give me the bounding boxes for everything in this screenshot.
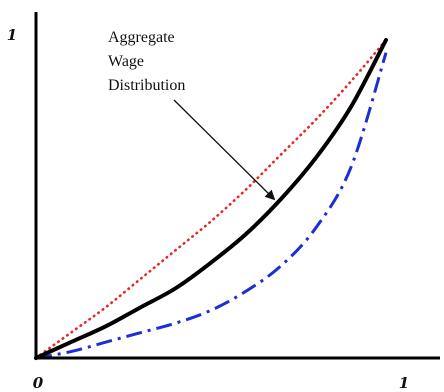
annotation-arrow bbox=[173, 99, 276, 201]
series-layer bbox=[34, 38, 388, 360]
x-tick-label-0: 0 bbox=[33, 374, 44, 392]
annotation-line-2: Wage bbox=[108, 53, 144, 70]
series-line-solid bbox=[34, 38, 388, 360]
series-line-dash-dot bbox=[35, 52, 388, 360]
annotation: Aggregate Wage Distribution bbox=[108, 29, 276, 201]
annotation-line-1: Aggregate bbox=[108, 29, 175, 46]
series-line-dotted bbox=[34, 38, 388, 360]
y-tick-label-1: 1 bbox=[7, 26, 17, 44]
x-tick-label-1: 1 bbox=[399, 374, 409, 392]
annotation-line-3: Distribution bbox=[108, 77, 185, 94]
